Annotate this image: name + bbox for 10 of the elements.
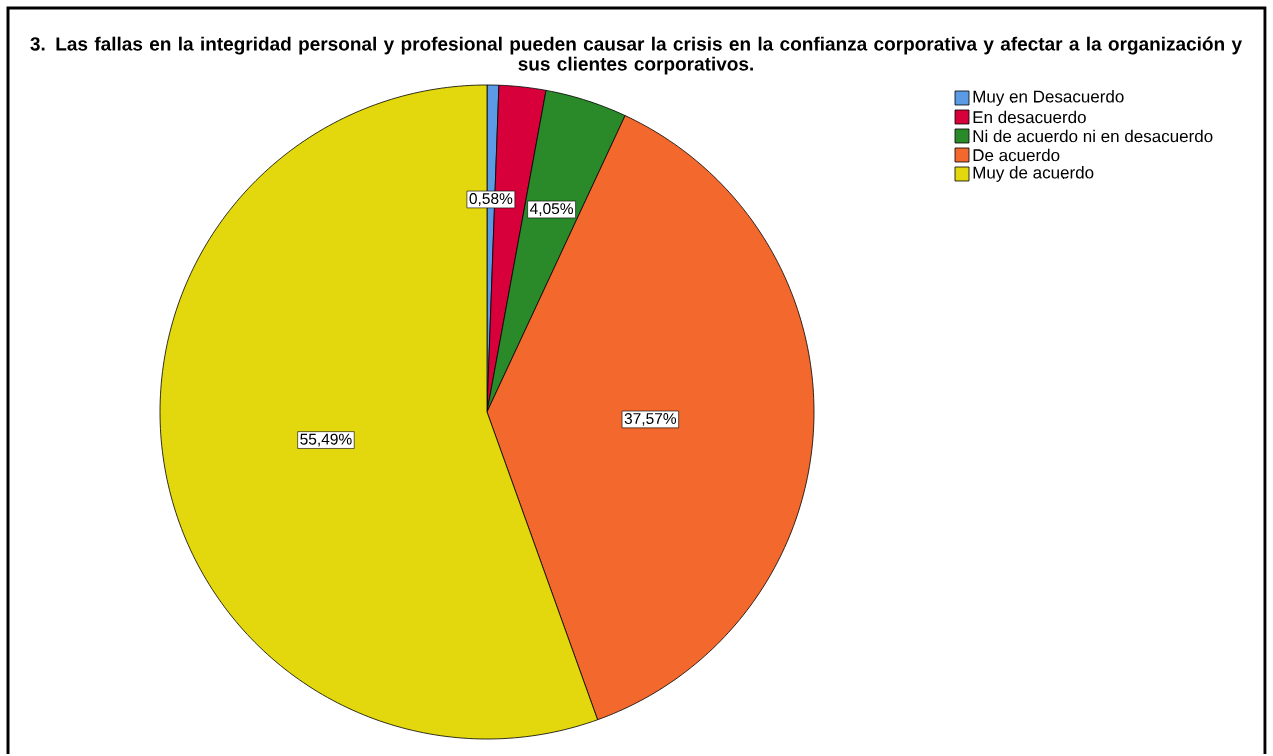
legend-label: Muy de acuerdo [973,166,1094,183]
legend-label: Muy en Desacuerdo [973,90,1124,107]
legend-label: En desacuerdo [973,111,1086,124]
legend-label: De acuerdo [973,149,1060,162]
data-label: 0,58% [469,193,513,207]
legend-label: Ni de acuerdo ni en desacuerdo [973,130,1213,143]
data-label: 37,57% [624,413,677,427]
data-label: 4,05% [530,203,574,217]
chart-title: 3. Las fallas en la integridad personal y profesional pueden causar la crisis en la confianza corporativa y afectar a la organización y sus clientes corporativos. [30,36,1242,75]
data-label: 55,49% [300,433,352,447]
